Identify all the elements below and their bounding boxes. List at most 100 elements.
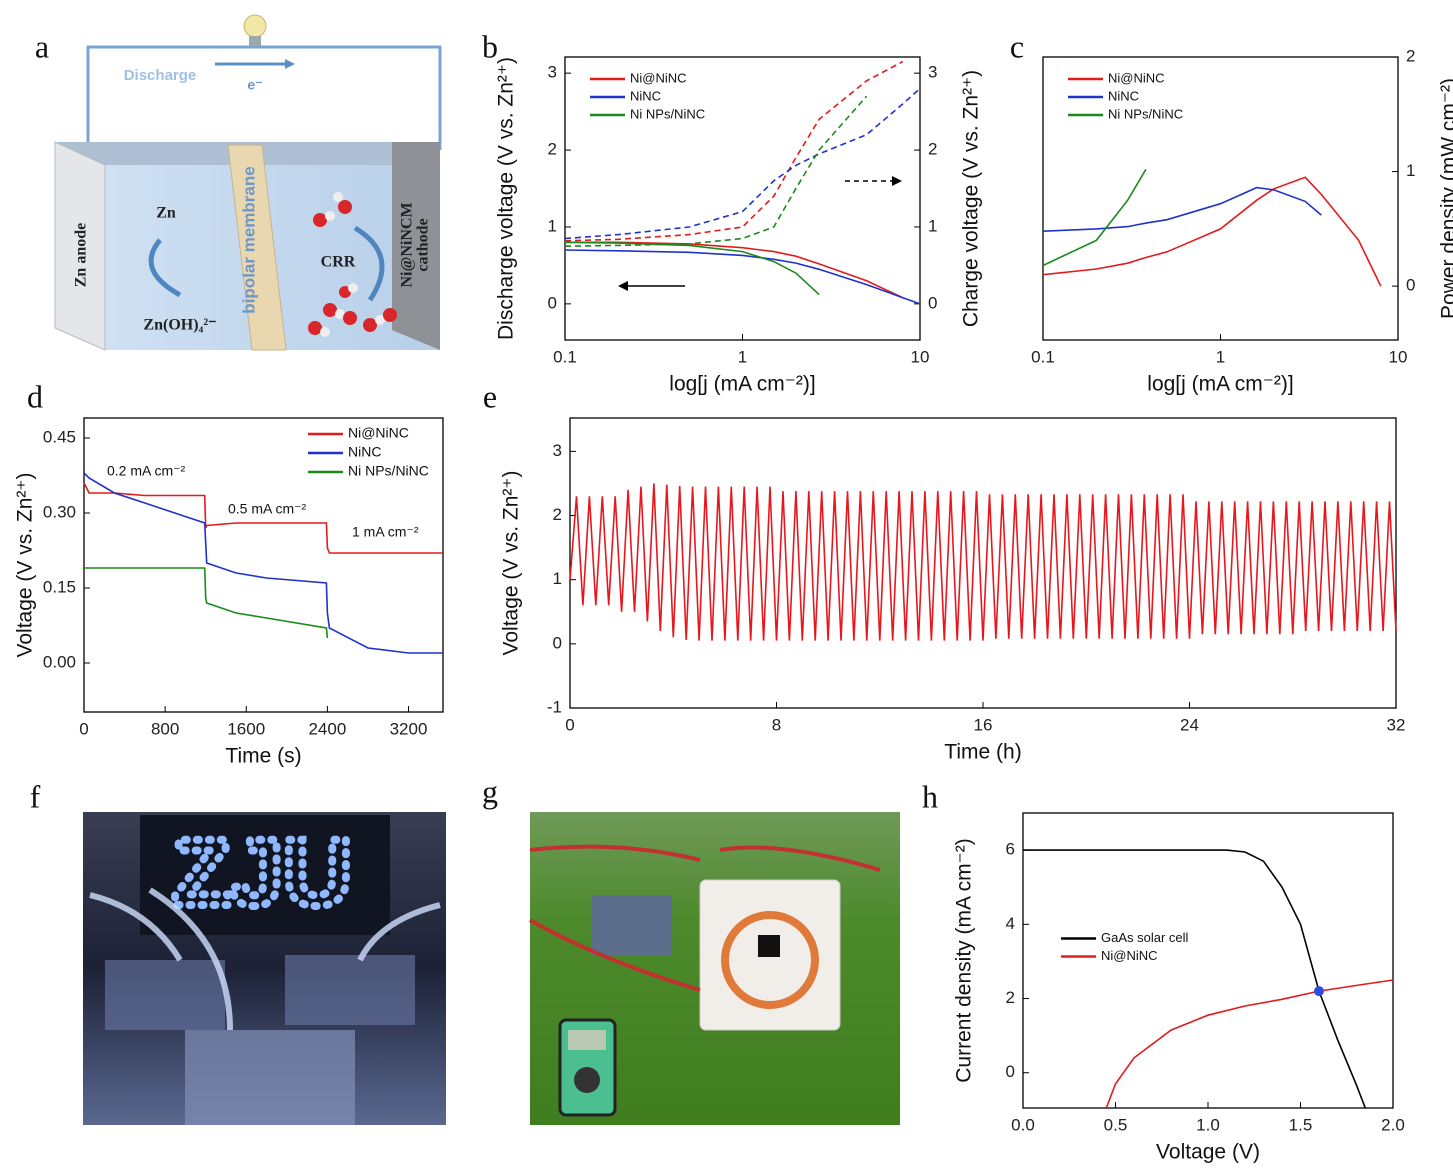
- y-tick-label: 0: [1006, 1062, 1015, 1081]
- crr-label: CRR: [321, 254, 356, 271]
- x-tick-label: 10: [1389, 347, 1408, 366]
- y2-axis-label: Charge voltage (V vs. Zn²⁺): [960, 70, 983, 327]
- photo-led: ZJU: [83, 812, 446, 1125]
- y-tick-label: 2: [548, 140, 557, 159]
- zn-arrow: [148, 238, 182, 298]
- plot-frame: [83, 417, 444, 713]
- legend-label: Ni NPs/NiNC: [348, 463, 429, 479]
- y-tick-label: 0.00: [43, 652, 76, 671]
- x-tick-label: 1.0: [1196, 1115, 1220, 1134]
- bulb-base: [249, 36, 261, 46]
- x-tick-label: 2400: [308, 719, 346, 738]
- x-axis-label: log[j (mA cm⁻²)]: [1147, 373, 1293, 396]
- annotation: 0.2 mA cm⁻²: [107, 463, 186, 479]
- x-axis-label: log[j (mA cm⁻²)]: [669, 373, 815, 396]
- series-line: [1042, 186, 1322, 232]
- y2-tick-label: 2: [928, 140, 937, 159]
- y-axis-label: Current density (mA cm⁻²): [953, 838, 976, 1082]
- y-tick-label: 0.15: [43, 577, 76, 596]
- y2-tick-label: 1: [1406, 161, 1415, 180]
- crr-arrow: [353, 225, 385, 302]
- x-tick-label: 1: [1216, 347, 1225, 366]
- legend-label: Ni@NiNC: [1108, 70, 1165, 85]
- plot-frame: [569, 417, 1397, 709]
- series-line: [1105, 979, 1394, 1109]
- plot-frame: [564, 56, 921, 341]
- x-tick-label: 1600: [227, 719, 265, 738]
- zn-label: Zn: [156, 205, 176, 222]
- legend-label: GaAs solar cell: [1101, 930, 1189, 945]
- x-tick-label: 0: [79, 719, 88, 738]
- cathode-label: Ni@NiNCM: [399, 202, 416, 287]
- legend-label: NiNC: [1108, 88, 1139, 103]
- legend-label: Ni@NiNC: [348, 425, 409, 441]
- legend-label: NiNC: [630, 88, 661, 103]
- y-tick-label: 6: [1006, 840, 1015, 859]
- series-line: [1042, 168, 1147, 267]
- series-line: [564, 241, 820, 296]
- x-axis-label: Time (h): [944, 741, 1021, 764]
- x-tick-label: 10: [911, 347, 930, 366]
- y2-tick-label: 3: [928, 63, 937, 82]
- intersection-point: [1314, 986, 1324, 997]
- solar-cell: [592, 895, 672, 955]
- y2-tick-label: 1: [928, 216, 937, 235]
- charge-line: [564, 87, 921, 240]
- series-line: [565, 241, 904, 299]
- series-line: [1042, 176, 1382, 287]
- x-tick-label: 0.1: [1031, 347, 1055, 366]
- charge-line: [564, 95, 868, 247]
- wires: [529, 844, 881, 992]
- x-axis-label: Time (s): [225, 745, 301, 768]
- series-line: [569, 483, 1397, 641]
- x-tick-label: 3200: [390, 719, 428, 738]
- x-tick-label: 1: [738, 347, 747, 366]
- y2-tick-label: 0: [928, 293, 937, 312]
- y-axis-label: Voltage (V vs. Zn²⁺): [14, 473, 37, 658]
- y-axis-label: Discharge voltage (V vs. Zn²⁺): [495, 57, 518, 340]
- cell: [285, 955, 415, 1025]
- membrane-label: bipolar membrane: [239, 166, 258, 313]
- panel-label: h: [922, 778, 938, 814]
- series-line: [83, 472, 443, 654]
- x-tick-label: 1.5: [1289, 1115, 1313, 1134]
- co2-molecules: [308, 192, 397, 337]
- x-tick-label: 0.0: [1011, 1115, 1035, 1134]
- y-tick-label: 1: [548, 216, 557, 235]
- x-tick-label: 8: [772, 715, 781, 734]
- x-tick-label: 2.0: [1381, 1115, 1405, 1134]
- electrode: [758, 935, 780, 957]
- circuit-wire: [86, 45, 442, 170]
- panel-label: b: [482, 28, 498, 64]
- electron-label: e⁻: [247, 77, 262, 93]
- y-axis-label: Voltage (V vs. Zn²⁺): [500, 471, 523, 656]
- y2-tick-label: 2: [1406, 46, 1415, 65]
- arrowhead: [285, 59, 295, 69]
- x-tick-label: 16: [974, 715, 993, 734]
- gasket: [721, 911, 819, 1009]
- multimeter-screen: [568, 1030, 606, 1050]
- y-tick-label: 1: [553, 569, 562, 588]
- x-tick-label: 0: [565, 715, 574, 734]
- charge-line: [564, 60, 904, 242]
- legend-label: Ni@NiNC: [630, 70, 687, 85]
- cell: [185, 1030, 355, 1125]
- panel-label: c: [1010, 28, 1024, 64]
- series-line: [83, 482, 443, 554]
- cathode-label: cathode: [415, 218, 432, 271]
- led-sign: ZJU: [172, 820, 351, 926]
- legend-label: Ni NPs/NiNC: [1108, 106, 1183, 121]
- arrowhead: [618, 281, 628, 291]
- arrowhead: [892, 176, 902, 186]
- annotation: 0.5 mA cm⁻²: [228, 501, 307, 517]
- y-tick-label: 2: [1006, 988, 1015, 1007]
- tubes: [89, 887, 441, 1031]
- y2-tick-label: 0: [1406, 276, 1415, 295]
- annotation: 1 mA cm⁻²: [352, 524, 419, 540]
- plot-frame: [1022, 812, 1394, 1109]
- y-tick-label: 4: [1006, 914, 1015, 933]
- cell-diagram: Discharge e⁻ Zn anode Zn Zn(OH)₄²⁻ bipol…: [54, 14, 442, 351]
- x-tick-label: 800: [151, 719, 179, 738]
- panel-label: e: [483, 378, 497, 414]
